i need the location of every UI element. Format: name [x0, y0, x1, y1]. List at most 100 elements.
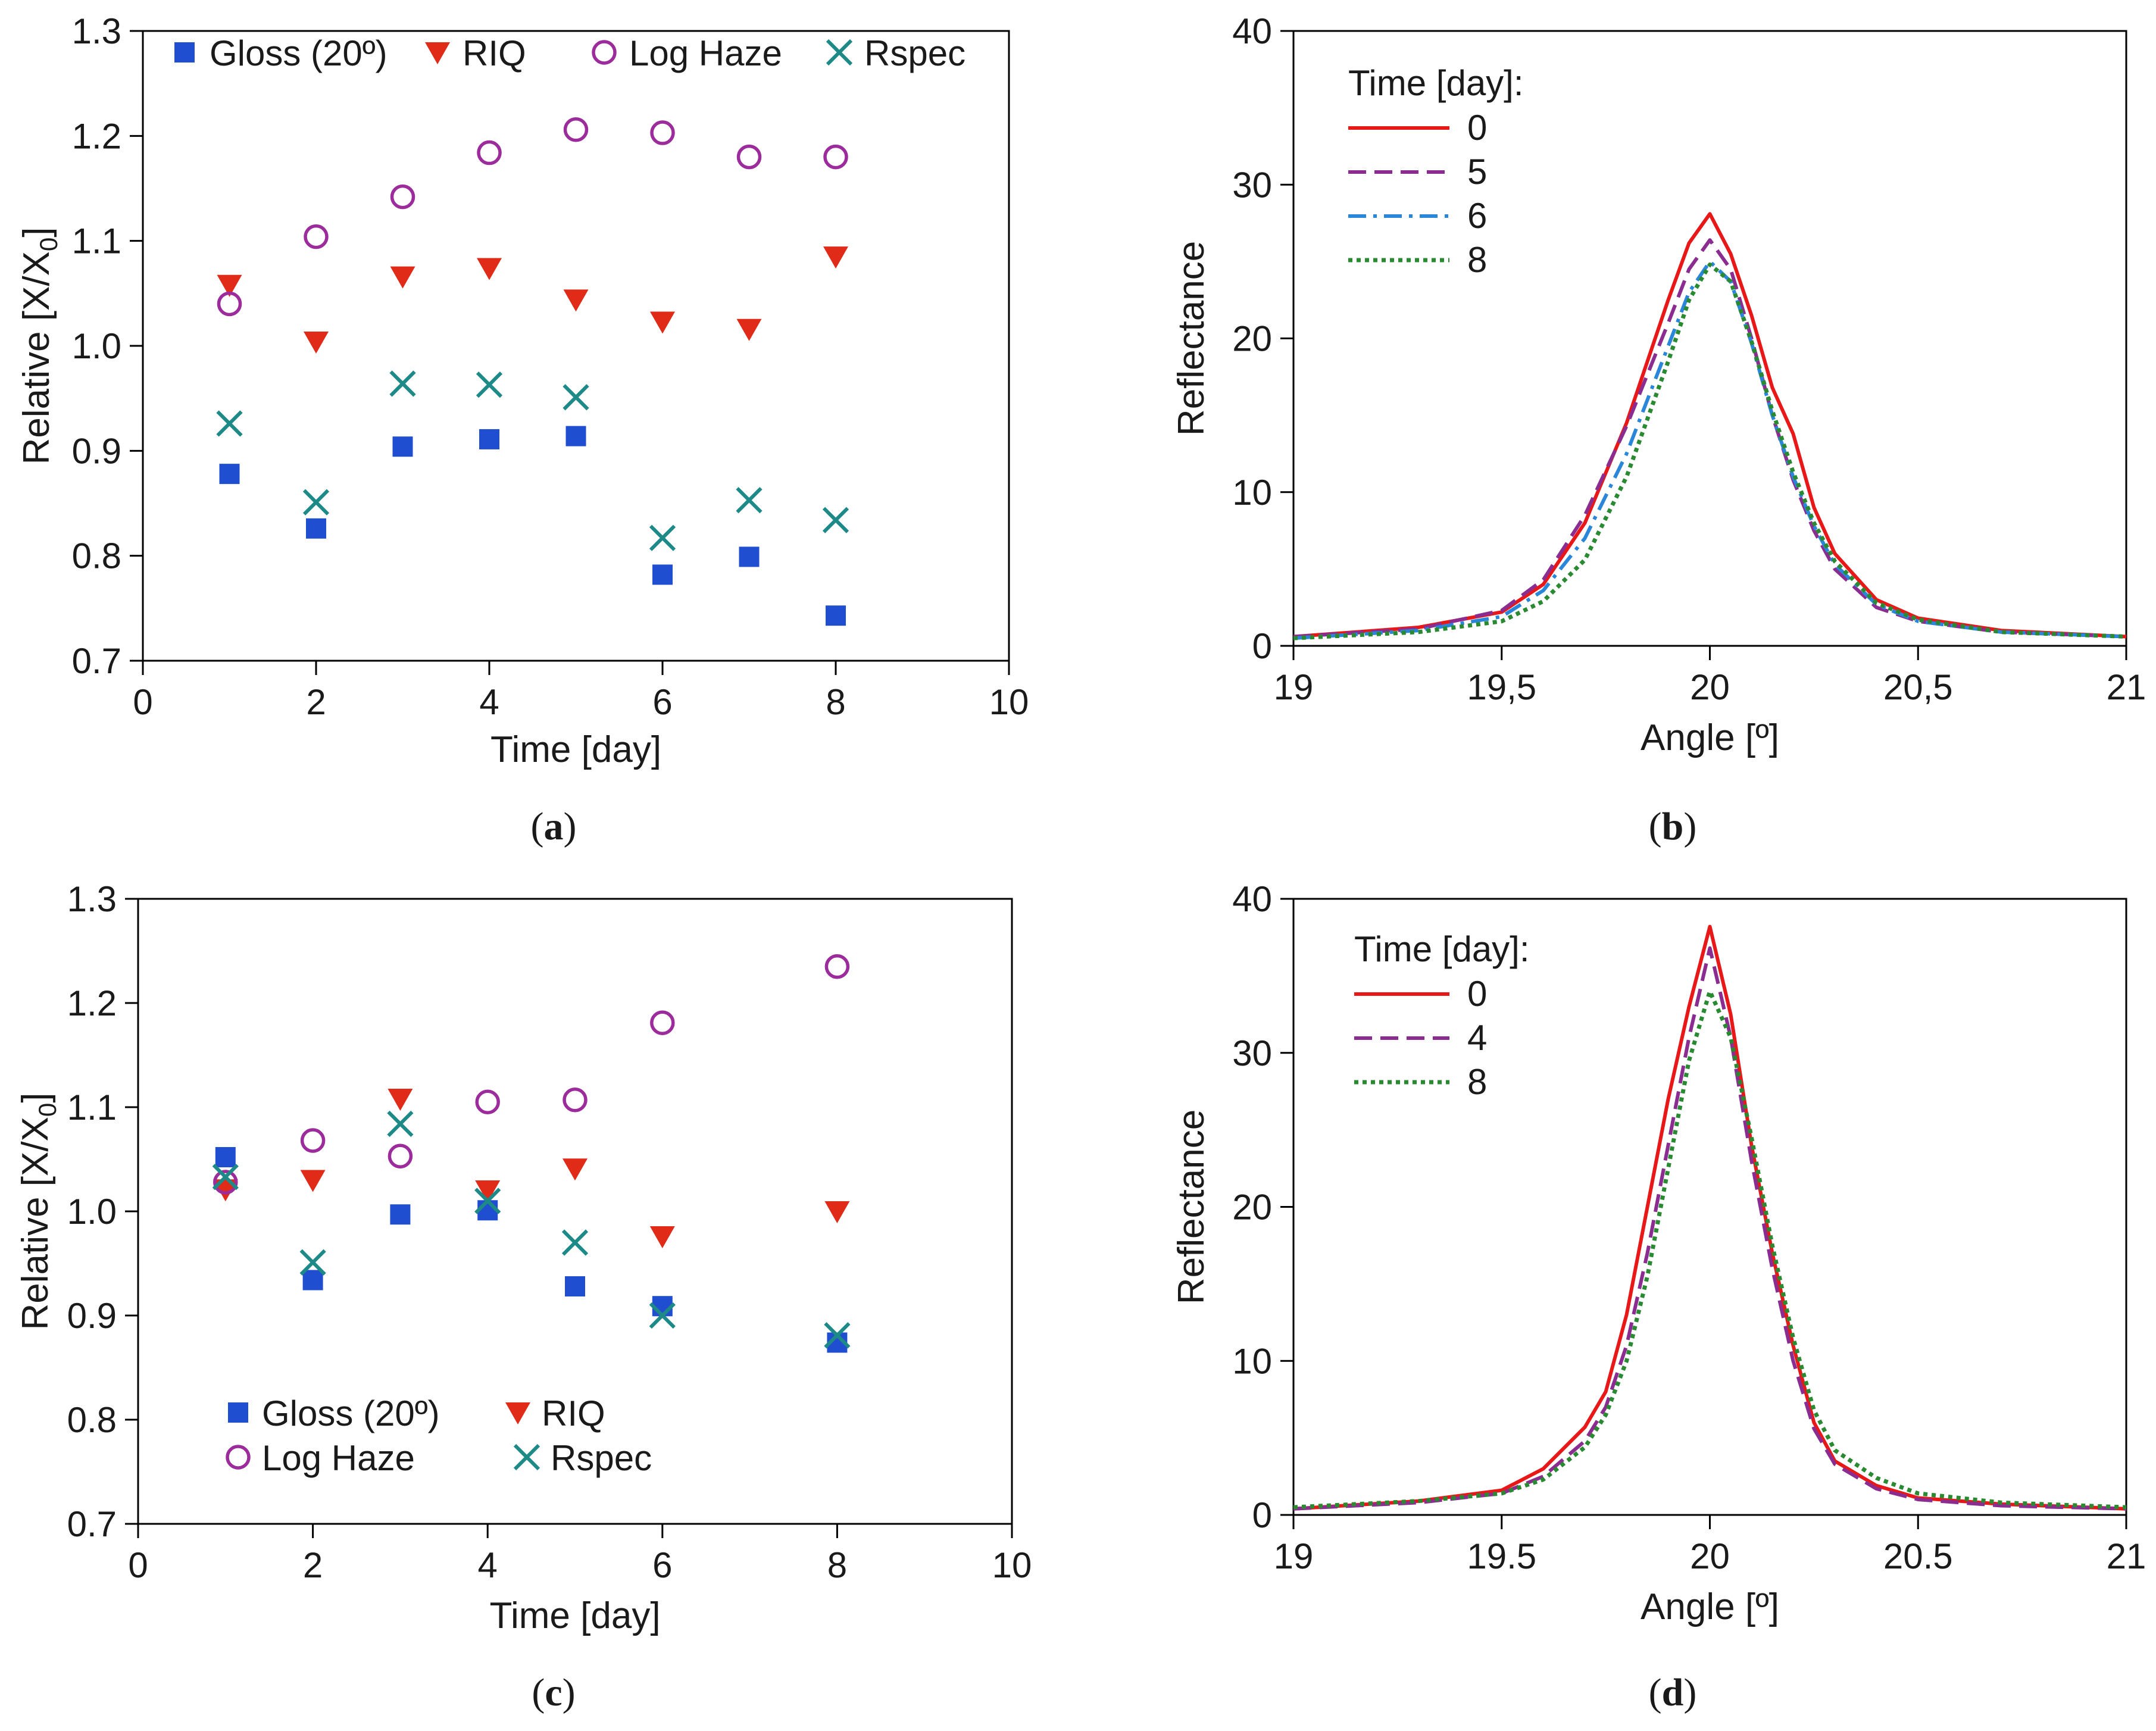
marker-square-2	[390, 1204, 411, 1225]
y-tick-label: 40	[1232, 879, 1272, 919]
caption-open: (	[532, 1671, 545, 1714]
x-tick-label: 19,5	[1467, 667, 1536, 707]
y-tick-label: 0	[1252, 626, 1272, 666]
legend-label: Gloss (20º)	[210, 33, 388, 73]
y-tick-label: 20	[1232, 1188, 1272, 1227]
marker-x-legend	[826, 39, 853, 66]
x-tick-label: 20.5	[1883, 1536, 1953, 1576]
y-axis-label-main: Relative [X/X	[15, 1117, 56, 1330]
marker-x-legend	[513, 1443, 540, 1471]
marker-square-legend	[174, 42, 195, 63]
marker-triangle-down-0	[217, 274, 242, 297]
marker-x-3	[476, 371, 503, 398]
series-line-day-8	[1293, 263, 2127, 640]
y-tick-label: 1.0	[72, 326, 121, 366]
y-tick-label: 1.2	[67, 983, 117, 1023]
x-axis-label: Time [day]	[490, 729, 661, 770]
series-line-day-8	[1293, 989, 2127, 1510]
x-tick-label: 0	[128, 1545, 148, 1585]
legend-label: Log Haze	[262, 1438, 415, 1478]
marker-circle-1	[304, 224, 329, 249]
marker-square-5	[652, 1296, 673, 1317]
marker-x-2	[387, 1110, 414, 1138]
x-tick-label: 21	[2107, 667, 2146, 707]
marker-triangle-down-4	[563, 1158, 588, 1181]
y-tick-label: 1.1	[72, 221, 121, 261]
y-tick-label: 1.3	[72, 11, 121, 51]
x-tick-label: 20,5	[1883, 667, 1953, 707]
marker-circle-1	[300, 1128, 326, 1153]
marker-triangle-down-5	[649, 1226, 675, 1248]
series-square	[215, 1147, 848, 1353]
series-circle	[217, 117, 848, 317]
series-square	[219, 426, 846, 626]
x-tick-label: 6	[652, 682, 672, 722]
x-tick-label: 21	[2107, 1536, 2146, 1576]
caption-close: )	[563, 1671, 576, 1714]
marker-x-5	[649, 1302, 676, 1329]
marker-x-6	[824, 1322, 851, 1349]
marker-x-6	[736, 487, 763, 514]
y-tick-label: 0.8	[67, 1400, 117, 1440]
panel-caption: (d)	[1649, 1671, 1697, 1714]
legend-label: 6	[1467, 196, 1487, 236]
y-axis-label-end: ]	[15, 1093, 56, 1103]
marker-triangle-down-6	[824, 1201, 850, 1223]
marker-circle-0	[213, 1170, 238, 1195]
y-axis-label: Reflectance	[1171, 241, 1212, 436]
y-axis-label-main: Relative [X/X	[16, 251, 57, 464]
legend: Time [day]: 048	[1354, 929, 1530, 1102]
x-tick-label: 8	[826, 682, 845, 722]
x-tick-label: 20	[1690, 1536, 1730, 1576]
marker-triangle-down-1	[304, 331, 329, 354]
chart-panel-a: 0.7 0.8 0.9 1.0 1.1 1.2 1.3 0 2 4 6 8 10 Time [day] Re…	[16, 11, 1029, 848]
caption-close: )	[564, 805, 577, 848]
y-axis-label-end: ]	[16, 227, 57, 238]
marker-triangle-down-5	[650, 311, 675, 334]
marker-square-0	[215, 1147, 236, 1167]
caption-close: )	[1683, 805, 1696, 848]
caption-open: (	[1649, 805, 1662, 848]
x-axis-label: Angle [º]	[1641, 1586, 1779, 1627]
chart-panel-c: 0.7 0.8 0.9 1.0 1.1 1.2 1.3 0 2 4 6 8 10 Time [day] Re…	[15, 879, 1032, 1714]
marker-square-7	[826, 605, 846, 626]
marker-circle-legend	[592, 40, 617, 65]
caption-open: (	[1649, 1671, 1662, 1714]
x-tick-label: 8	[827, 1545, 847, 1585]
marker-square-4	[565, 426, 586, 446]
marker-circle-5	[650, 1010, 675, 1035]
x-tick-label: 10	[989, 682, 1029, 722]
legend: Gloss (20º) RIQ Log Haze Rspec	[226, 1393, 652, 1478]
x-tick-label: 19	[1274, 667, 1314, 707]
y-tick-label: 0.7	[67, 1504, 117, 1544]
marker-triangle-down-legend	[425, 42, 450, 64]
marker-circle-3	[477, 140, 502, 165]
y-tick-label: 1.2	[72, 116, 121, 156]
marker-x-7	[822, 507, 849, 533]
caption-letter: a	[544, 805, 564, 848]
marker-circle-4	[563, 1088, 588, 1113]
x-tick-label: 19.5	[1467, 1536, 1536, 1576]
legend-label: Gloss (20º)	[262, 1393, 440, 1433]
legend-label: RIQ	[542, 1393, 605, 1433]
marker-triangle-down-3	[475, 1180, 501, 1202]
y-axis-label: Relative [X/X0]	[16, 227, 63, 465]
x-tick-label: 4	[478, 1545, 498, 1585]
marker-x-2	[389, 370, 416, 397]
y-axis-label: Reflectance	[1171, 1110, 1212, 1304]
marker-square-6	[739, 546, 760, 567]
legend-label: 8	[1467, 240, 1487, 280]
x-axis-label: Angle [º]	[1641, 717, 1779, 758]
marker-circle-legend	[226, 1445, 251, 1470]
legend-title: Time [day]:	[1354, 929, 1530, 969]
y-tick-label: 1.1	[67, 1088, 117, 1127]
marker-circle-6	[824, 954, 850, 979]
marker-square-legend	[228, 1402, 248, 1423]
x-tick-label: 4	[479, 682, 499, 722]
caption-letter: b	[1662, 805, 1684, 848]
y-tick-label: 30	[1232, 165, 1272, 205]
marker-circle-6	[736, 144, 762, 170]
x-tick-label: 10	[992, 1545, 1032, 1585]
